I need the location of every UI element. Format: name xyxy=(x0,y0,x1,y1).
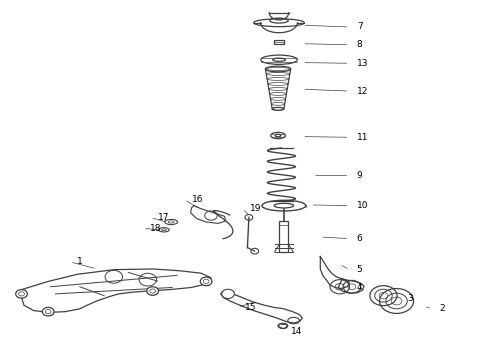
Text: 15: 15 xyxy=(245,303,256,312)
Text: 4: 4 xyxy=(357,283,363,292)
Circle shape xyxy=(200,277,212,286)
Circle shape xyxy=(221,289,234,298)
Circle shape xyxy=(203,279,209,284)
Circle shape xyxy=(150,289,156,293)
Text: 5: 5 xyxy=(357,265,363,274)
Text: 10: 10 xyxy=(357,201,368,210)
Text: 7: 7 xyxy=(357,22,363,31)
Text: 13: 13 xyxy=(357,59,368,68)
Text: 3: 3 xyxy=(408,294,414,303)
Circle shape xyxy=(16,289,27,298)
Text: 17: 17 xyxy=(158,213,169,222)
Text: 6: 6 xyxy=(357,234,363,243)
Circle shape xyxy=(45,310,51,314)
Text: 9: 9 xyxy=(357,171,363,180)
Circle shape xyxy=(43,307,54,316)
Text: 18: 18 xyxy=(150,224,162,233)
Text: 14: 14 xyxy=(291,327,302,336)
Circle shape xyxy=(19,292,25,296)
Text: 19: 19 xyxy=(250,204,261,213)
Bar xyxy=(279,221,288,252)
Text: 16: 16 xyxy=(192,195,203,204)
Text: 12: 12 xyxy=(357,86,368,95)
Text: 8: 8 xyxy=(357,40,363,49)
Text: 1: 1 xyxy=(77,257,83,266)
Text: 2: 2 xyxy=(440,304,445,313)
Bar xyxy=(273,40,284,44)
Text: 11: 11 xyxy=(357,133,368,142)
Circle shape xyxy=(147,287,159,295)
